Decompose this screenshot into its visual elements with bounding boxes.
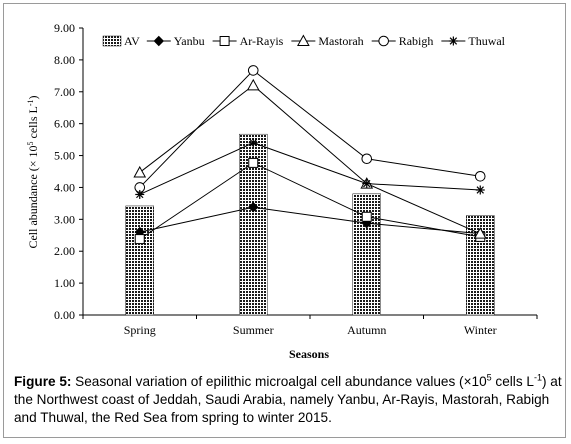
series-line-rabigh	[139, 69, 481, 188]
x-tick-label: Winter	[464, 323, 497, 337]
axes: 0.00 1.00 2.00 3.00 4.00 5.00 6.00 7.00 8.00 9.00…	[54, 21, 538, 337]
data-point-yanbu	[248, 202, 259, 213]
data-point-ar-rayis	[361, 211, 372, 222]
star-stroke	[363, 179, 371, 188]
legend-label: Mastorah	[318, 34, 363, 48]
series-lines	[139, 69, 481, 240]
y-tick-label: 0.00	[54, 308, 75, 322]
data-point-thuwal	[135, 189, 145, 199]
caption-sup-b: -1	[533, 372, 542, 383]
legend-item-thuwal: Thuwal	[441, 34, 506, 48]
x-axis-label: Seasons	[289, 347, 329, 361]
data-point-ar-rayis	[134, 234, 145, 245]
star-stroke	[136, 190, 144, 199]
data-point-thuwal	[362, 179, 372, 189]
bar-av	[125, 205, 154, 316]
legend-marker	[153, 35, 165, 47]
legend-marker	[448, 36, 458, 46]
legend-marker	[297, 34, 310, 46]
data-point-mastorah	[133, 165, 147, 178]
x-tick-label: Autumn	[347, 323, 386, 337]
legend-swatch	[102, 35, 122, 47]
legend-item-mastorah: Mastorah	[291, 34, 364, 48]
legend-marker	[378, 35, 389, 47]
data-point-rabigh	[361, 153, 373, 165]
y-tick-label: 9.00	[54, 21, 75, 35]
legend-label: Rabigh	[399, 34, 434, 48]
star-stroke	[476, 186, 484, 194]
y-tick-label: 5.00	[54, 149, 75, 163]
legend-item-av: AV	[102, 34, 140, 48]
legend-item-yanbu: Yanbu	[146, 34, 205, 48]
figure-caption: Figure 5: Seasonal variation of epilithi…	[14, 373, 562, 427]
series-line-thuwal	[139, 142, 481, 195]
series-line-ar-rayis	[139, 162, 481, 240]
y-tick-label: 2.00	[54, 244, 75, 258]
y-tick-label: 8.00	[54, 53, 75, 67]
legend-label: AV	[124, 34, 140, 48]
legend-marker	[219, 36, 230, 46]
y-tick-label: 4.00	[54, 180, 75, 194]
caption-text-c: ) at the Northwest coast of Jeddah, Saud…	[14, 374, 562, 425]
caption-label: Figure 5:	[14, 374, 72, 389]
y-tick-label: 1.00	[54, 276, 75, 290]
chart: 0.00 1.00 2.00 3.00 4.00 5.00 6.00 7.00 8.00 9.00…	[26, 21, 538, 361]
x-tick-label: Summer	[233, 323, 274, 337]
data-point-thuwal	[475, 185, 485, 195]
legend-label: Thuwal	[468, 34, 505, 48]
caption-text-a: Seasonal variation of epilithic microalg…	[71, 374, 487, 389]
legend-label: Ar-Rayis	[240, 34, 284, 48]
y-axis-label: Cell abundance (× 105 cells L-1)	[26, 95, 40, 248]
legend-item-ar-rayis: Ar-Rayis	[212, 34, 284, 48]
series-markers	[133, 65, 487, 245]
bars	[125, 133, 495, 316]
data-point-mastorah	[246, 78, 260, 91]
series-line-yanbu	[139, 206, 481, 235]
data-point-rabigh	[474, 170, 486, 182]
legend: AV Yanbu Ar-Rayis Mastorah Rabigh Thuwal	[102, 34, 506, 48]
star-stroke	[449, 37, 458, 45]
data-point-thuwal	[248, 138, 258, 148]
caption-sup-a: 5	[486, 372, 492, 383]
series-line-mastorah	[139, 84, 481, 235]
y-tick-label: 3.00	[54, 212, 75, 226]
legend-item-rabigh: Rabigh	[371, 34, 434, 48]
y-tick-label: 7.00	[54, 85, 75, 99]
data-point-ar-rayis	[248, 157, 259, 168]
y-tick-label: 6.00	[54, 117, 75, 131]
legend-label: Yanbu	[174, 34, 205, 48]
data-point-rabigh	[247, 65, 259, 76]
star-stroke	[249, 139, 257, 147]
x-tick-label: Spring	[124, 323, 156, 337]
caption-text-b: cells L	[491, 374, 534, 389]
data-point-mastorah	[473, 227, 487, 239]
